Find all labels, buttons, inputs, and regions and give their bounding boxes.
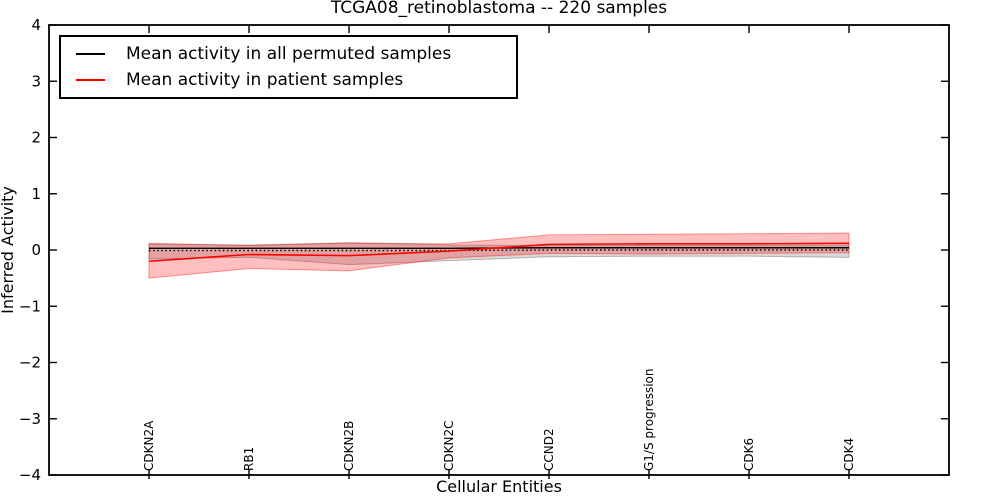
legend-label-permuted: Mean activity in all permuted samples <box>126 43 452 64</box>
legend-entry-patient: Mean activity in patient samples <box>61 70 516 90</box>
y-tick-label: 1 <box>31 185 41 203</box>
x-tick-label: RB1 <box>242 447 256 471</box>
y-tick-label: 2 <box>31 129 41 147</box>
chart-title: TCGA08_retinoblastoma -- 220 samples <box>330 0 668 18</box>
y-tick-label: −2 <box>19 354 41 372</box>
y-tick-label: −4 <box>19 466 41 484</box>
x-tick-label: CDKN2A <box>142 420 156 471</box>
x-tick-label: CDKN2B <box>342 421 356 471</box>
y-tick-label: −3 <box>19 410 41 428</box>
x-tick-label: CDK4 <box>842 438 856 471</box>
red-line-swatch-icon <box>76 79 105 82</box>
x-tick-label: CDK6 <box>742 438 756 471</box>
y-tick-label: 3 <box>31 72 41 90</box>
y-tick-label: −1 <box>19 297 41 315</box>
x-axis-label: Cellular Entities <box>436 477 562 496</box>
x-tick-label: G1/S progression <box>642 369 656 472</box>
x-tick-label: CCND2 <box>542 428 556 471</box>
legend-entry-permuted: Mean activity in all permuted samples <box>61 44 516 64</box>
y-tick-label: 4 <box>31 16 41 34</box>
x-tick-label: CDKN2C <box>442 421 456 471</box>
plot-border <box>48 24 950 476</box>
y-tick-label: 0 <box>31 241 41 259</box>
black-line-swatch-icon <box>76 52 105 55</box>
legend: Mean activity in all permuted samples Me… <box>59 35 518 99</box>
zero-reference-line <box>149 249 849 252</box>
legend-label-patient: Mean activity in patient samples <box>126 70 404 91</box>
patient-mean-line <box>148 242 850 263</box>
